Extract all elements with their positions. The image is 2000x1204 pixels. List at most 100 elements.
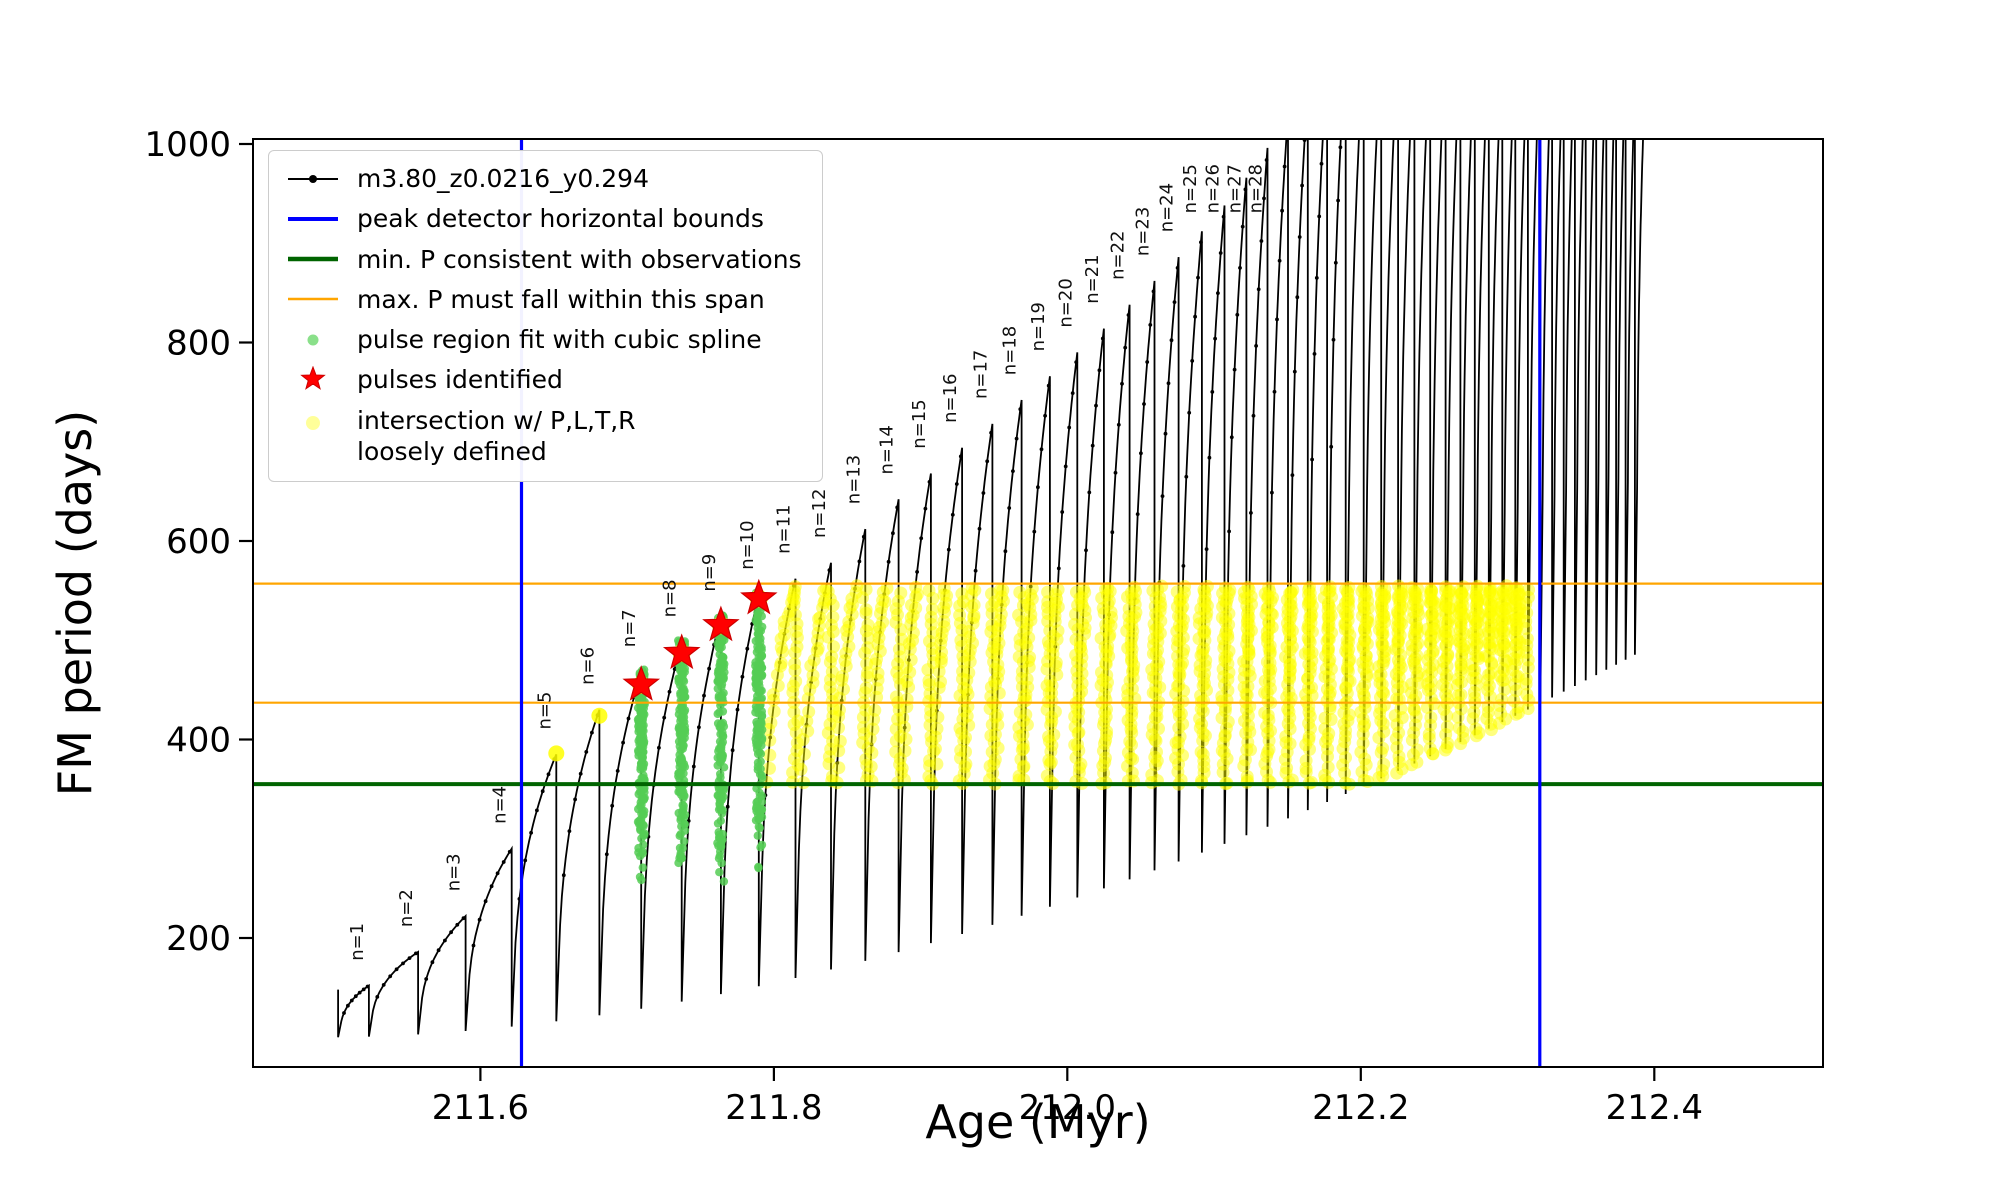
intersection-dot bbox=[1020, 718, 1034, 732]
intersection-dot bbox=[899, 732, 913, 746]
intersection-dot bbox=[1454, 675, 1468, 689]
intersection-dot bbox=[1424, 675, 1438, 689]
spline-fit-dot bbox=[756, 718, 765, 727]
intersection-dot bbox=[1195, 717, 1209, 731]
intersection-dot bbox=[1302, 733, 1316, 747]
intersection-dot bbox=[802, 705, 816, 719]
legend-item-track: m3.80_z0.0216_y0.294 bbox=[285, 163, 802, 194]
spline-fit-dot bbox=[640, 829, 649, 838]
intersection-dot bbox=[1482, 679, 1496, 693]
intersection-dot bbox=[988, 698, 1002, 712]
intersection-dot bbox=[987, 757, 1001, 771]
intersection-dot bbox=[1376, 741, 1390, 755]
intersection-dot bbox=[1017, 759, 1031, 773]
spline-fit-dot bbox=[754, 814, 763, 823]
intersection-dot bbox=[896, 711, 910, 725]
intersection-dot bbox=[861, 641, 875, 655]
intersection-dot bbox=[1016, 728, 1030, 742]
intersection-dot bbox=[1377, 757, 1391, 771]
pulse-label: n=16 bbox=[940, 373, 961, 422]
intersection-dot bbox=[1439, 580, 1453, 594]
intersection-dot bbox=[1044, 755, 1058, 769]
intersection-dot bbox=[1471, 579, 1484, 593]
intersection-dot bbox=[1394, 581, 1408, 595]
x-tick-label: 211.6 bbox=[432, 1088, 529, 1128]
pulse-label: n=22 bbox=[1108, 230, 1129, 279]
intersection-dot bbox=[1286, 583, 1300, 597]
pulse-labels-group: n=1 n=2 n=3 n=4 n=5 n=6 n=7 n=8 n=9 n=10 n=11 n=12 n… bbox=[347, 164, 1267, 961]
spline-fit-dot bbox=[679, 837, 689, 846]
intersection-dot bbox=[1098, 737, 1111, 751]
spline-fit-dot bbox=[751, 674, 760, 683]
line-dot-swatch bbox=[288, 174, 338, 183]
intersection-dot bbox=[1376, 769, 1390, 783]
intersection-dot bbox=[1196, 704, 1210, 718]
intersection-dot bbox=[1097, 714, 1111, 728]
intersection-dot bbox=[1077, 582, 1090, 596]
intersection-dot bbox=[1426, 747, 1440, 761]
intersection-dot bbox=[962, 666, 976, 680]
spline-fit-dot bbox=[753, 831, 762, 840]
pulse-label: n=4 bbox=[490, 786, 511, 824]
intersection-dot bbox=[904, 653, 918, 667]
intersection-dot bbox=[880, 581, 894, 595]
yellow-dot bbox=[306, 415, 320, 430]
pulse-label: n=2 bbox=[396, 889, 417, 927]
intersection-dot bbox=[1155, 579, 1169, 593]
intersection-dot bbox=[959, 745, 972, 759]
pulse-label: n=9 bbox=[699, 554, 720, 592]
intersection-dot bbox=[1045, 738, 1059, 752]
intersection-dot bbox=[1497, 673, 1511, 687]
pulse-identified-star bbox=[740, 578, 778, 615]
spline-fit-dot bbox=[756, 634, 765, 643]
spline-fit-dot bbox=[715, 800, 724, 809]
intersection-dot bbox=[1150, 710, 1164, 724]
intersection-dot bbox=[1339, 724, 1353, 737]
intersection-dot bbox=[1499, 712, 1513, 726]
intersection-dot bbox=[1440, 720, 1454, 734]
intersection-dot bbox=[1357, 582, 1371, 595]
intersection-dot bbox=[955, 587, 969, 601]
spline-fit-dot bbox=[635, 851, 645, 861]
intersection-dot bbox=[1238, 753, 1252, 767]
intersection-dot bbox=[763, 748, 777, 762]
legend-item-pulse-fit: pulse region fit with cubic spline bbox=[285, 324, 802, 355]
spline-fit-dot bbox=[679, 741, 688, 750]
pulse-label: n=20 bbox=[1055, 278, 1076, 327]
intersection-dot bbox=[1282, 685, 1296, 699]
intersection-dot bbox=[1178, 580, 1192, 593]
spline-fit-dot bbox=[717, 743, 726, 752]
legend-label-pulse-fit: pulse region fit with cubic spline bbox=[357, 325, 762, 354]
intersection-dot bbox=[1282, 705, 1296, 719]
intersection-dot bbox=[1520, 632, 1534, 646]
intersection-dot bbox=[1123, 735, 1137, 748]
intersection-dot bbox=[1358, 701, 1372, 715]
spline-fit-dot bbox=[753, 765, 762, 774]
pulse-label: n=10 bbox=[737, 520, 758, 569]
pulse-label: n=12 bbox=[809, 489, 830, 538]
intersection-dot bbox=[1457, 580, 1471, 594]
legend-label-intersection: intersection w/ P,L,T,R loosely defined bbox=[357, 405, 636, 466]
intersection-dot bbox=[1467, 705, 1481, 719]
spline-fit-dot bbox=[680, 810, 690, 819]
x-tick-label: 211.8 bbox=[725, 1088, 822, 1128]
intersection-dot bbox=[1377, 698, 1391, 712]
y-axis-label: FM period (days) bbox=[48, 409, 102, 797]
spline-fit-dot bbox=[752, 801, 761, 811]
spline-fit-dot bbox=[718, 718, 728, 728]
intersection-dot bbox=[1440, 740, 1454, 754]
intersection-dot bbox=[1260, 655, 1274, 669]
pulse-label: n=19 bbox=[1028, 302, 1049, 351]
intersection-dot bbox=[1071, 726, 1085, 740]
x-tick-label: 212.2 bbox=[1312, 1088, 1409, 1128]
intersection-dot bbox=[790, 640, 804, 654]
intersection-dot bbox=[1467, 686, 1481, 699]
intersection-dot bbox=[1377, 654, 1391, 668]
intersection-dot bbox=[922, 674, 936, 688]
intersection-dot bbox=[930, 722, 944, 736]
spline-fit-dot bbox=[678, 731, 687, 740]
spline-fit-dot bbox=[751, 658, 760, 667]
legend: m3.80_z0.0216_y0.294 peak detector horiz… bbox=[268, 150, 823, 482]
y-tick-label: 800 bbox=[166, 324, 231, 364]
